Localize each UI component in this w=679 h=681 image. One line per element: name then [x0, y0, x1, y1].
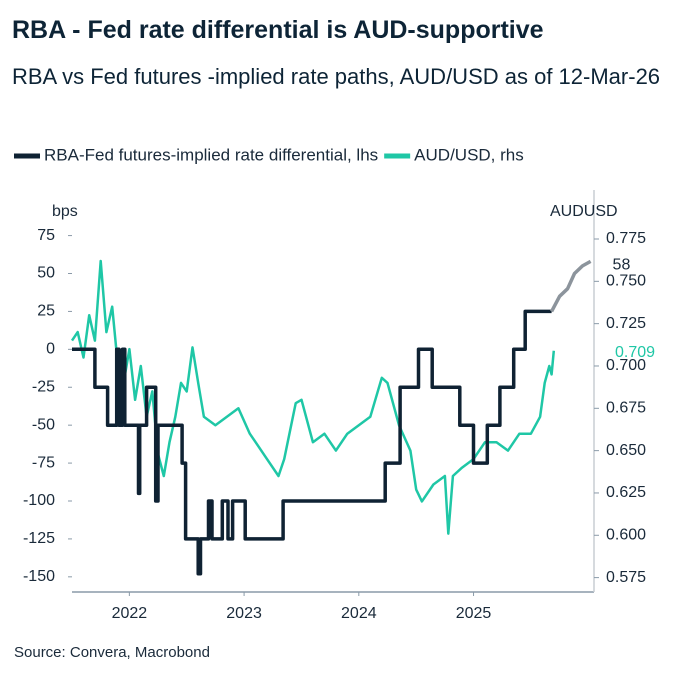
- y-axis-label: bps: [52, 203, 78, 220]
- y2-tick-label: 0.600: [606, 527, 646, 544]
- y-tick-label: -100: [23, 492, 55, 509]
- y2-tick-label: 0.725: [606, 315, 646, 332]
- x-tick-label: 2025: [456, 605, 492, 622]
- chart-subtitle: RBA vs Fed futures -implied rate paths, …: [12, 64, 661, 89]
- value-label: 58: [613, 257, 631, 274]
- legend-label: AUD/USD, rhs: [414, 145, 524, 164]
- legend-label: RBA-Fed futures-implied rate differentia…: [44, 145, 378, 164]
- y2-tick-label: 0.575: [606, 569, 646, 586]
- line: [550, 259, 592, 313]
- source: Source: Convera, Macrobond: [14, 644, 210, 661]
- y-tick-label: -25: [32, 378, 55, 395]
- x-tick-label: 2022: [112, 605, 148, 622]
- y2-tick-label: 0.650: [606, 442, 646, 459]
- y-tick-label: -125: [23, 530, 55, 547]
- y2-tick-label: 0.750: [606, 273, 646, 290]
- y-tick-label: -75: [32, 454, 55, 471]
- x-tick-label: 2024: [341, 605, 377, 622]
- y2-axis-label: AUDUSD: [550, 203, 618, 220]
- y-tick-label: -150: [23, 568, 55, 585]
- y-tick-label: 75: [37, 227, 55, 244]
- y2-tick-label: 0.675: [606, 400, 646, 417]
- y2-tick-label: 0.625: [606, 484, 646, 501]
- y-tick-label: 50: [37, 265, 55, 282]
- y-tick-label: -50: [32, 416, 55, 433]
- line: [70, 259, 556, 535]
- y-tick-label: 25: [37, 303, 55, 320]
- chart-title: RBA - Fed rate differential is AUD-suppo…: [12, 16, 544, 44]
- line: [72, 309, 552, 576]
- y2-tick-label: 0.775: [606, 230, 646, 247]
- y-tick-label: 0: [46, 341, 55, 358]
- x-tick-label: 2023: [226, 605, 262, 622]
- y2-tick-label: 0.700: [606, 357, 646, 374]
- value-label: 0.709: [615, 344, 655, 361]
